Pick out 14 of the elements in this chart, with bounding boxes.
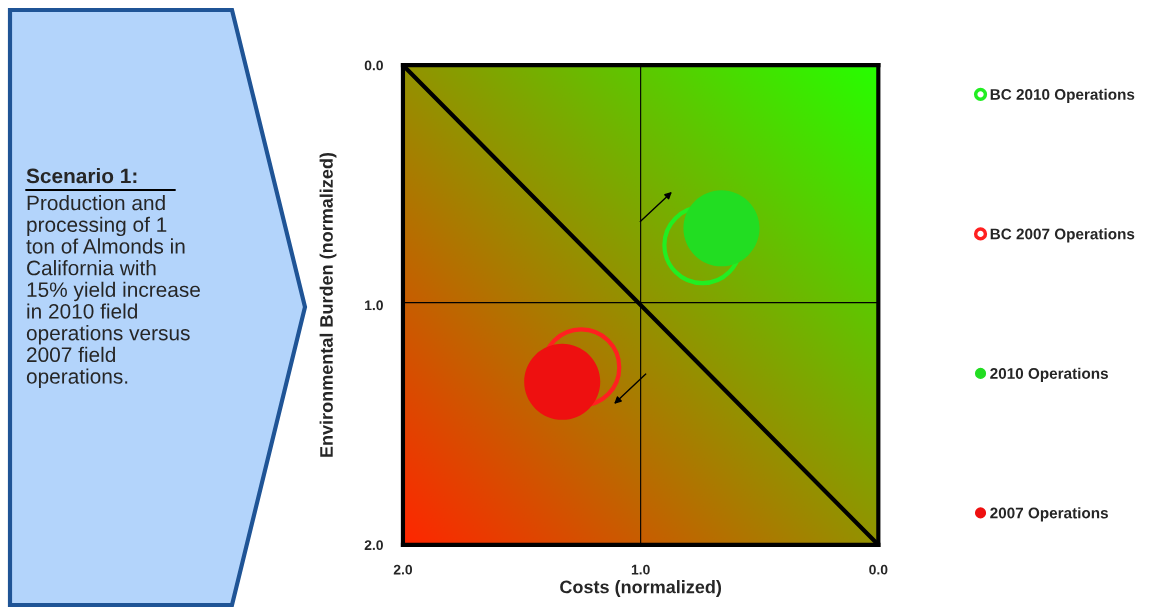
y-tick-label: 0.0 [364, 60, 383, 71]
legend-label: BC 2010 Operations [990, 88, 1135, 103]
x-axis-title: Costs (normalized) [560, 580, 722, 597]
legend-label: BC 2007 Operations [990, 228, 1135, 243]
legend-label: 2010 Operations [990, 367, 1108, 382]
text: Scenario 1: [26, 168, 137, 184]
x-tick-label: 0.0 [869, 564, 888, 575]
y-tick-label: 1.0 [365, 300, 383, 311]
x-tick-label: 2.0 [393, 564, 413, 575]
y-axis-title: Environmental Burden (normalized) [319, 152, 337, 457]
x-tick-label: 1.0 [631, 564, 650, 575]
text: Production and processing of 1 ton of Almonds in California with 15% yield increase in 2010 field operations versus 2007 field operations. [26, 195, 200, 388]
y-tick-label: 2.0 [364, 540, 383, 551]
legend-label: 2007 Operations [990, 507, 1108, 522]
